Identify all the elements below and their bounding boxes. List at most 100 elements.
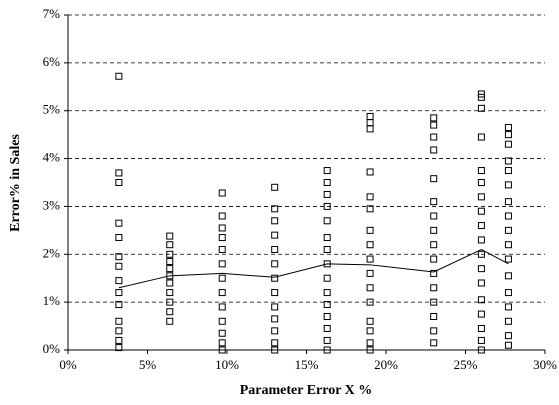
marker (430, 339, 438, 347)
marker (366, 226, 374, 234)
marker (271, 339, 279, 347)
marker (115, 277, 123, 285)
marker (504, 341, 512, 349)
marker (115, 169, 123, 177)
marker (504, 131, 512, 139)
x-tick-label: 15% (295, 357, 319, 372)
marker (366, 119, 374, 127)
marker (366, 255, 374, 263)
marker (366, 269, 374, 277)
marker (504, 255, 512, 263)
marker (430, 175, 438, 183)
marker (166, 265, 174, 273)
marker (323, 234, 331, 242)
marker (271, 231, 279, 239)
marker (271, 303, 279, 311)
marker (323, 289, 331, 297)
marker (477, 104, 485, 112)
marker (115, 289, 123, 297)
marker (166, 232, 174, 240)
marker (504, 123, 512, 131)
marker (430, 114, 438, 122)
marker (271, 183, 279, 191)
marker (366, 339, 374, 347)
marker (366, 346, 374, 354)
x-axis-title: Parameter Error X % (240, 383, 373, 398)
marker (477, 133, 485, 141)
marker (115, 327, 123, 335)
marker (323, 167, 331, 175)
marker (271, 289, 279, 297)
marker (366, 205, 374, 213)
y-tick-label: 0% (43, 341, 61, 356)
marker (218, 303, 226, 311)
marker (504, 198, 512, 206)
marker (504, 181, 512, 189)
marker (115, 301, 123, 309)
marker (115, 253, 123, 261)
x-tick-label: 30% (533, 357, 557, 372)
marker (504, 140, 512, 148)
marker (323, 246, 331, 253)
marker (166, 317, 174, 325)
x-tick-label: 10% (215, 357, 239, 372)
marker (218, 234, 226, 242)
y-tick-label: 7% (43, 6, 61, 21)
marker (115, 317, 123, 325)
marker (504, 289, 512, 297)
marker (323, 274, 331, 282)
marker (430, 212, 438, 220)
marker (366, 112, 374, 120)
marker (504, 303, 512, 311)
marker (477, 265, 485, 273)
marker (477, 310, 485, 318)
x-tick-label: 5% (139, 357, 157, 372)
marker (218, 329, 226, 337)
marker (115, 72, 123, 80)
marker (477, 236, 485, 244)
marker (430, 133, 438, 141)
marker (218, 260, 226, 268)
marker (115, 336, 123, 344)
marker (166, 257, 174, 265)
marker (430, 121, 438, 129)
marker (323, 346, 331, 354)
marker (166, 289, 174, 297)
marker (366, 298, 374, 306)
y-tick-label: 3% (43, 197, 61, 212)
y-axis-title: Error% in Sales (8, 134, 23, 232)
marker (323, 202, 331, 210)
marker (366, 193, 374, 201)
marker (504, 157, 512, 165)
marker (366, 317, 374, 325)
y-tick-label: 5% (43, 102, 61, 117)
marker (115, 262, 123, 270)
marker (430, 269, 438, 277)
marker (430, 226, 438, 234)
marker (430, 146, 438, 154)
marker (430, 255, 438, 263)
x-tick-label: 0% (59, 357, 77, 372)
marker (166, 241, 174, 249)
marker (477, 279, 485, 287)
marker (218, 224, 226, 232)
y-tick-label: 4% (43, 150, 61, 165)
marker (323, 179, 331, 186)
x-tick-label: 20% (374, 357, 398, 372)
marker (115, 179, 123, 186)
marker (430, 241, 438, 249)
marker (323, 301, 331, 309)
marker (218, 289, 226, 297)
marker (504, 272, 512, 280)
marker (218, 274, 226, 282)
marker (115, 344, 123, 352)
marker (504, 167, 512, 175)
marker (366, 125, 374, 133)
marker (477, 324, 485, 332)
marker (477, 193, 485, 201)
marker (218, 339, 226, 347)
marker (366, 168, 374, 176)
marker (366, 284, 374, 292)
y-tick-label: 2% (43, 245, 61, 260)
